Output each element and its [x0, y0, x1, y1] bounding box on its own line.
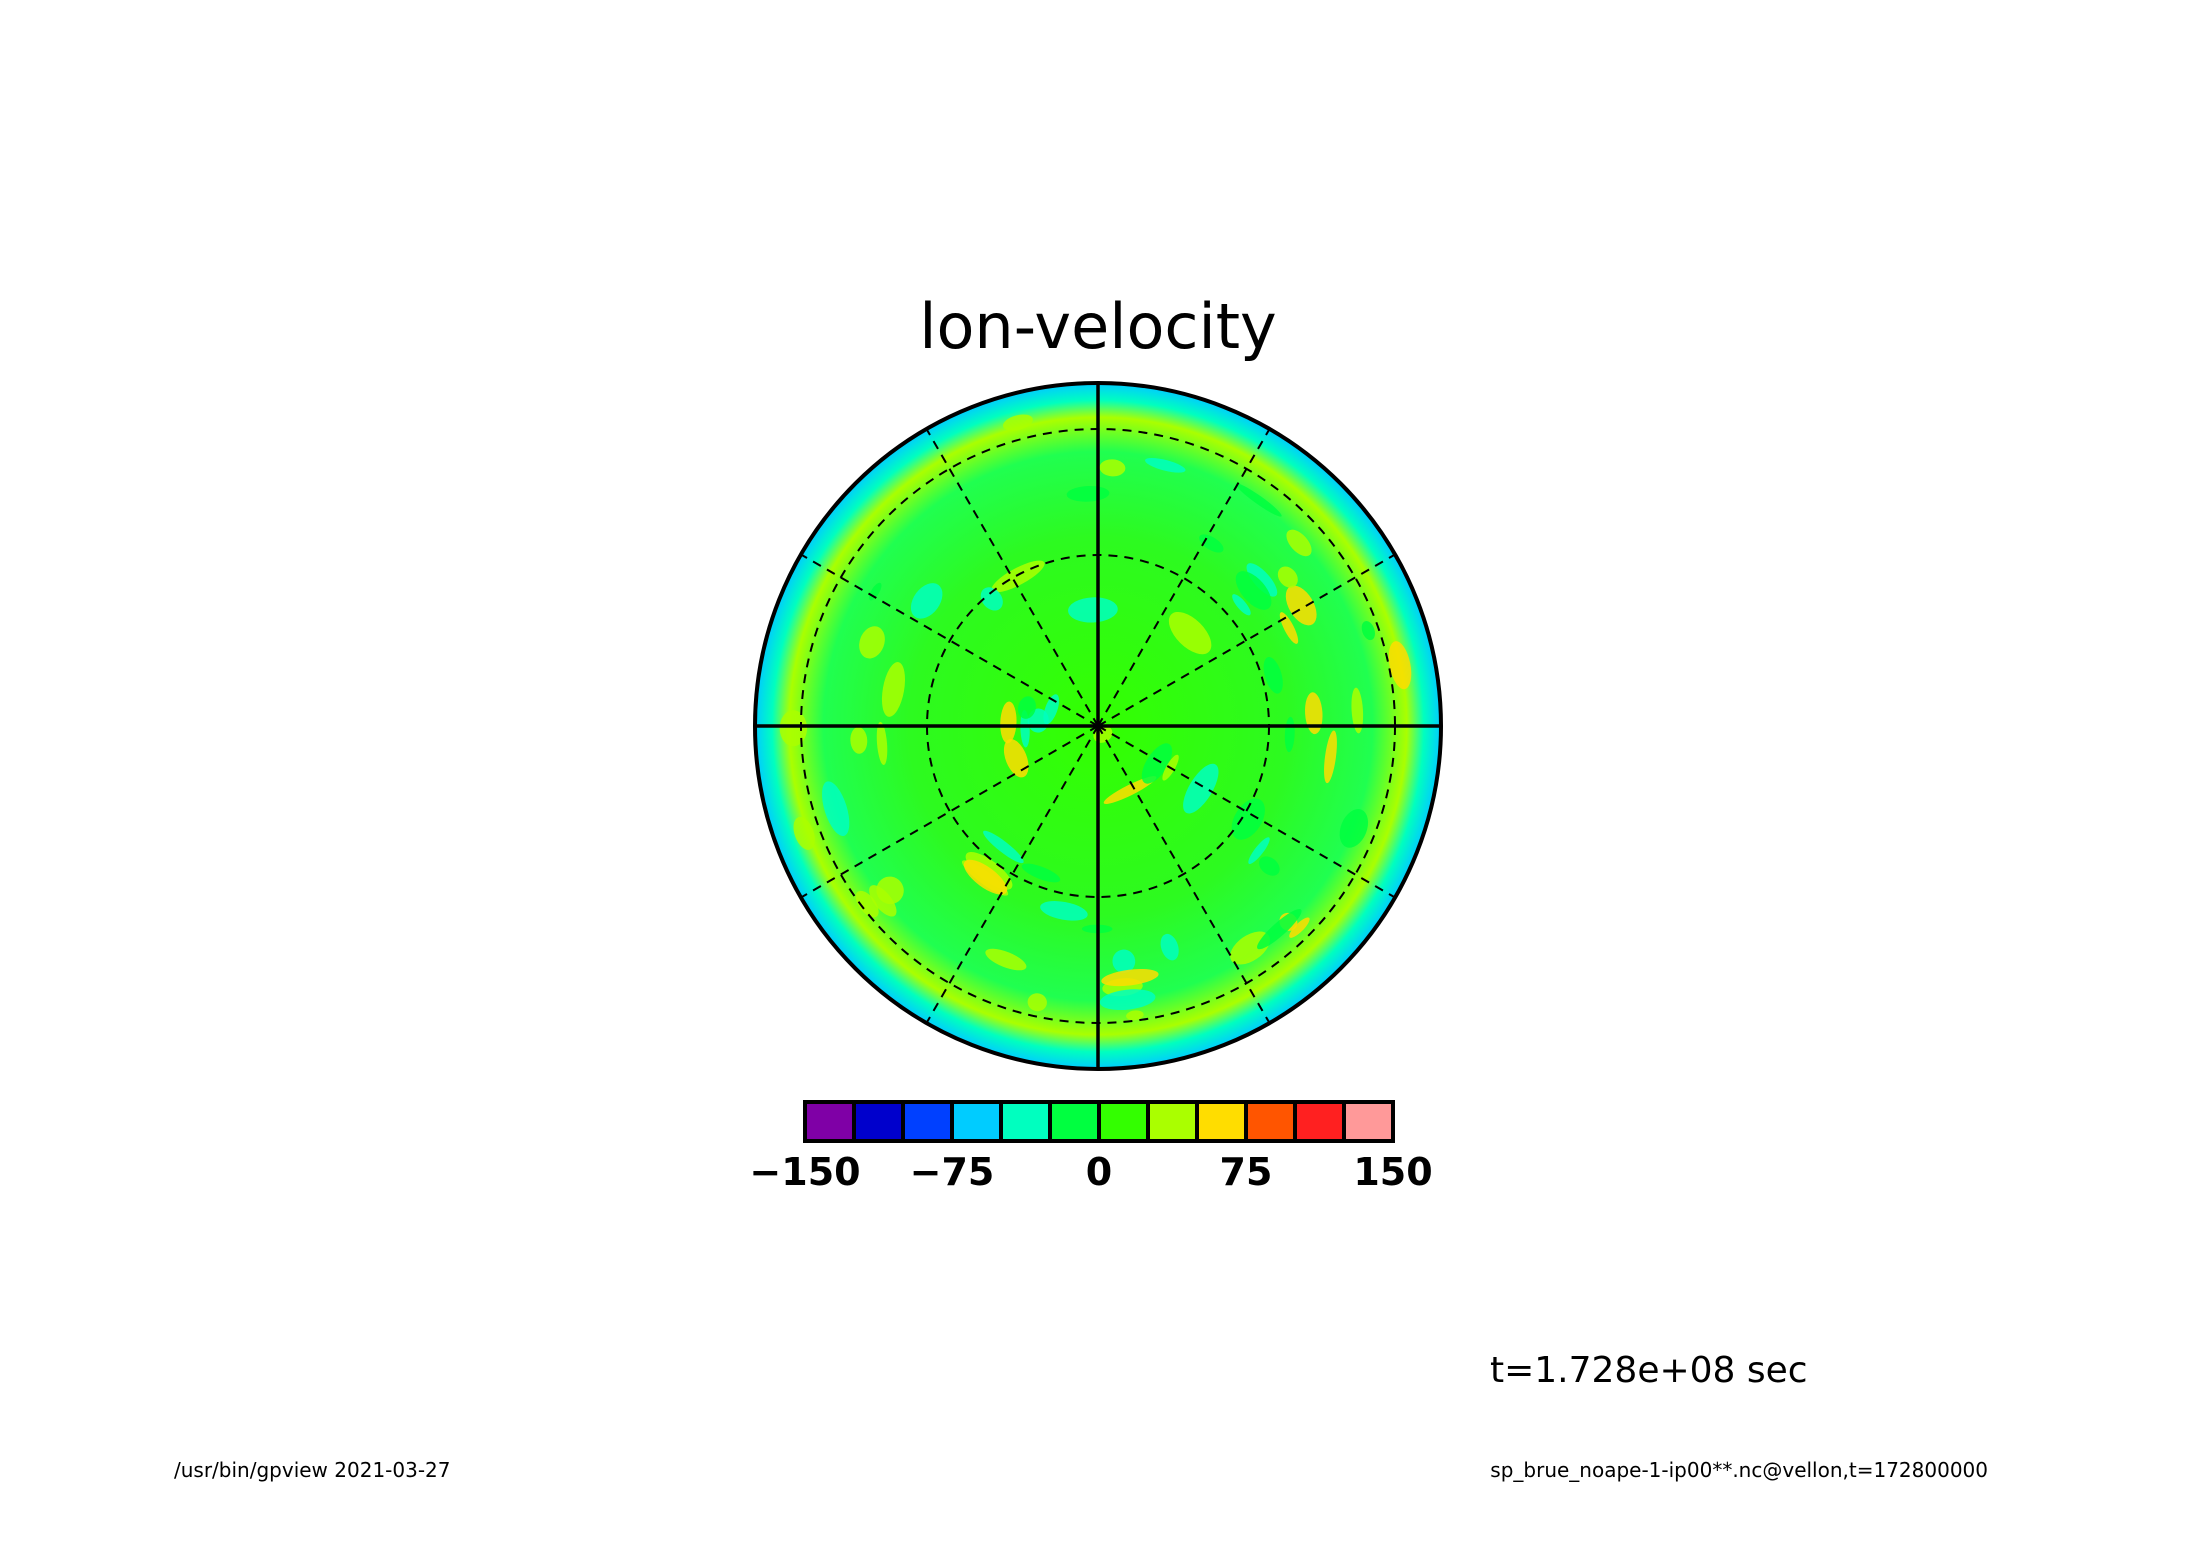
- contour-region: [793, 816, 815, 850]
- contour-region: [1279, 612, 1299, 644]
- colorbar-swatch: [950, 1100, 1003, 1143]
- contour-region: [859, 626, 885, 659]
- colorbar: [803, 1100, 1395, 1143]
- colorbar-swatch: [1244, 1100, 1297, 1143]
- contour-region: [1351, 687, 1364, 734]
- time-annotation: t=1.728e+08 sec: [1490, 1350, 1808, 1391]
- contour-region: [1017, 696, 1036, 719]
- colorbar-swatch: [852, 1100, 905, 1143]
- map-grid: [755, 383, 1441, 1069]
- contour-region: [1002, 414, 1033, 431]
- colorbar-swatch: [1195, 1100, 1248, 1143]
- contour-region: [985, 948, 1027, 971]
- contour-region: [1235, 571, 1272, 610]
- contour-region: [1099, 989, 1156, 1011]
- contour-region: [1168, 611, 1212, 655]
- contour-region: [1144, 457, 1186, 473]
- contour-region: [1361, 621, 1375, 641]
- colorbar-swatch: [901, 1100, 954, 1143]
- contour-region: [881, 662, 906, 717]
- colorbar-swatch: [999, 1100, 1052, 1143]
- contour-region: [821, 781, 850, 837]
- contour-region: [1324, 730, 1337, 784]
- contour-region: [1286, 529, 1312, 557]
- contour-region: [1141, 743, 1173, 784]
- contour-region: [1230, 931, 1270, 965]
- colorbar-swatch: [1293, 1100, 1346, 1143]
- contour-region: [869, 885, 897, 917]
- contour-region: [1021, 863, 1061, 883]
- contour-region: [1103, 776, 1157, 804]
- colorbar-swatch: [1342, 1100, 1395, 1143]
- contour-region: [1289, 917, 1310, 938]
- map-boundary: [753, 381, 1443, 1071]
- colorbar-swatch: [1146, 1100, 1199, 1143]
- contour-region: [983, 830, 1024, 864]
- contour-region: [980, 587, 1003, 611]
- contour-region: [876, 721, 888, 766]
- colorbar-tick-label: −75: [909, 1150, 995, 1194]
- colorbar-tick-label: 150: [1353, 1150, 1433, 1194]
- contour-region: [1257, 909, 1302, 950]
- contour-region: [1068, 597, 1118, 623]
- contour-region: [855, 890, 879, 918]
- contour-region: [779, 710, 808, 747]
- contour-region: [1183, 763, 1219, 814]
- contour-region: [1000, 701, 1017, 744]
- contour-region: [1263, 656, 1283, 694]
- footer-file-info: sp_brue_noape-1-ip00**.nc@vellon,t=17280…: [1490, 1458, 1988, 1482]
- contour-region: [1305, 692, 1323, 735]
- contour-region: [1339, 809, 1369, 848]
- contour-region: [1003, 739, 1029, 778]
- contour-region: [1027, 993, 1047, 1012]
- contour-region: [1235, 483, 1282, 517]
- contour-region: [1112, 949, 1136, 973]
- contour-region: [1232, 594, 1251, 616]
- contour-region: [850, 727, 868, 754]
- colorbar-tick-label: 0: [1085, 1150, 1113, 1194]
- contour-region: [910, 583, 943, 619]
- contour-region: [1388, 641, 1412, 690]
- colorbar-swatch: [1097, 1100, 1150, 1143]
- contour-region: [1040, 901, 1088, 921]
- colorbar-tick-label: 75: [1219, 1150, 1273, 1194]
- contour-region: [1020, 710, 1030, 748]
- contour-region: [1248, 837, 1270, 865]
- colorbar-swatch: [803, 1100, 856, 1143]
- colorbar-swatch: [1048, 1100, 1101, 1143]
- contour-region: [1258, 856, 1280, 876]
- contour-region: [1099, 459, 1126, 477]
- chart-title: lon-velocity: [919, 290, 1277, 363]
- contour-region: [1285, 585, 1317, 626]
- contour-region: [1160, 933, 1179, 961]
- contour-region: [1277, 566, 1298, 588]
- contour-region: [1126, 1010, 1144, 1021]
- colorbar-tick-label: −150: [749, 1150, 861, 1194]
- contour-region: [1101, 968, 1159, 987]
- contour-region: [1246, 563, 1278, 597]
- footer-program-date: /usr/bin/gpview 2021-03-27: [174, 1458, 451, 1482]
- contour-region: [963, 859, 1008, 895]
